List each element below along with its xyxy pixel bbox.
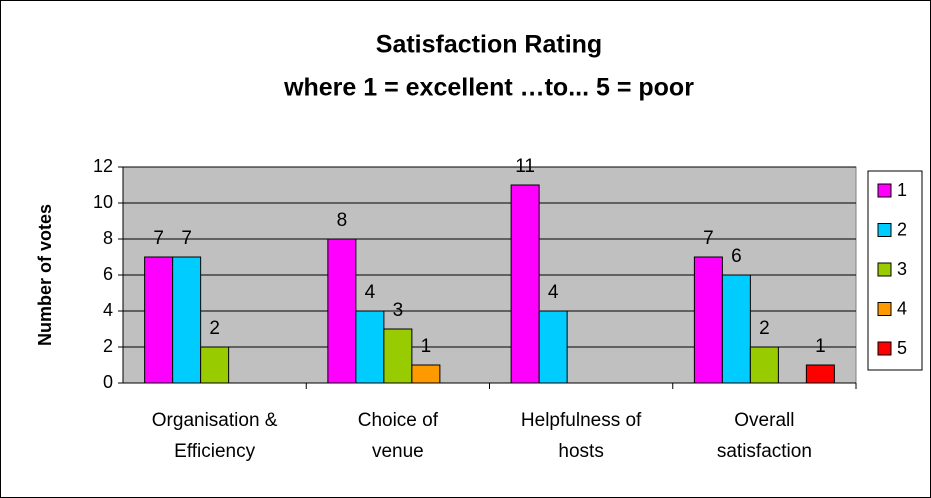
data-label: 2 xyxy=(209,318,220,339)
bar xyxy=(200,346,230,384)
bar xyxy=(144,256,174,384)
bar xyxy=(693,256,723,384)
legend-swatch xyxy=(877,223,892,237)
x-tick-label: Choice of venue xyxy=(357,410,439,462)
data-label: 3 xyxy=(393,300,404,321)
y-tick-label: 6 xyxy=(103,264,113,284)
legend-box xyxy=(867,170,923,371)
x-tick-label: Overall satisfaction xyxy=(716,410,812,462)
y-tick-label: 4 xyxy=(103,300,113,320)
bar xyxy=(721,274,751,384)
x-tick-label: Helpfulness of hosts xyxy=(520,410,642,462)
data-label: 4 xyxy=(548,282,559,303)
bar xyxy=(805,364,835,384)
bar xyxy=(327,238,357,384)
data-label: 4 xyxy=(365,282,376,303)
data-label: 11 xyxy=(515,156,535,177)
legend-label: 5 xyxy=(897,338,907,358)
y-axis-label: Number of votes xyxy=(35,204,55,346)
bar xyxy=(355,310,385,384)
data-label: 1 xyxy=(421,336,432,357)
bar xyxy=(172,256,202,384)
y-tick-label: 8 xyxy=(103,228,113,248)
x-tick-label: Organisation & Efficiency xyxy=(151,410,278,462)
legend-swatch xyxy=(877,262,892,277)
bar xyxy=(383,328,413,384)
y-tick-label: 0 xyxy=(103,372,113,392)
chart-subtitle: where 1 = excellent …to... 5 = poor xyxy=(283,74,694,102)
y-tick-label: 10 xyxy=(93,192,113,212)
data-label: 7 xyxy=(703,228,714,249)
data-label: 6 xyxy=(731,246,742,267)
chart-title: Satisfaction Rating xyxy=(376,31,602,59)
bar xyxy=(510,184,540,384)
y-tick-label: 2 xyxy=(103,336,113,356)
legend-label: 1 xyxy=(897,180,907,200)
bar xyxy=(411,364,441,384)
data-label: 2 xyxy=(759,318,770,339)
legend-swatch xyxy=(877,302,892,316)
data-label: 7 xyxy=(181,228,192,249)
legend-swatch xyxy=(877,341,892,356)
bar xyxy=(749,346,779,384)
data-label: 7 xyxy=(153,228,164,249)
y-tick-label: 12 xyxy=(93,156,113,176)
legend-label: 3 xyxy=(897,259,907,279)
data-label: 8 xyxy=(337,210,348,231)
bar xyxy=(538,310,568,384)
legend-label: 4 xyxy=(897,298,907,318)
data-label: 1 xyxy=(815,336,826,357)
legend-swatch xyxy=(877,183,892,198)
legend-label: 2 xyxy=(897,219,907,239)
